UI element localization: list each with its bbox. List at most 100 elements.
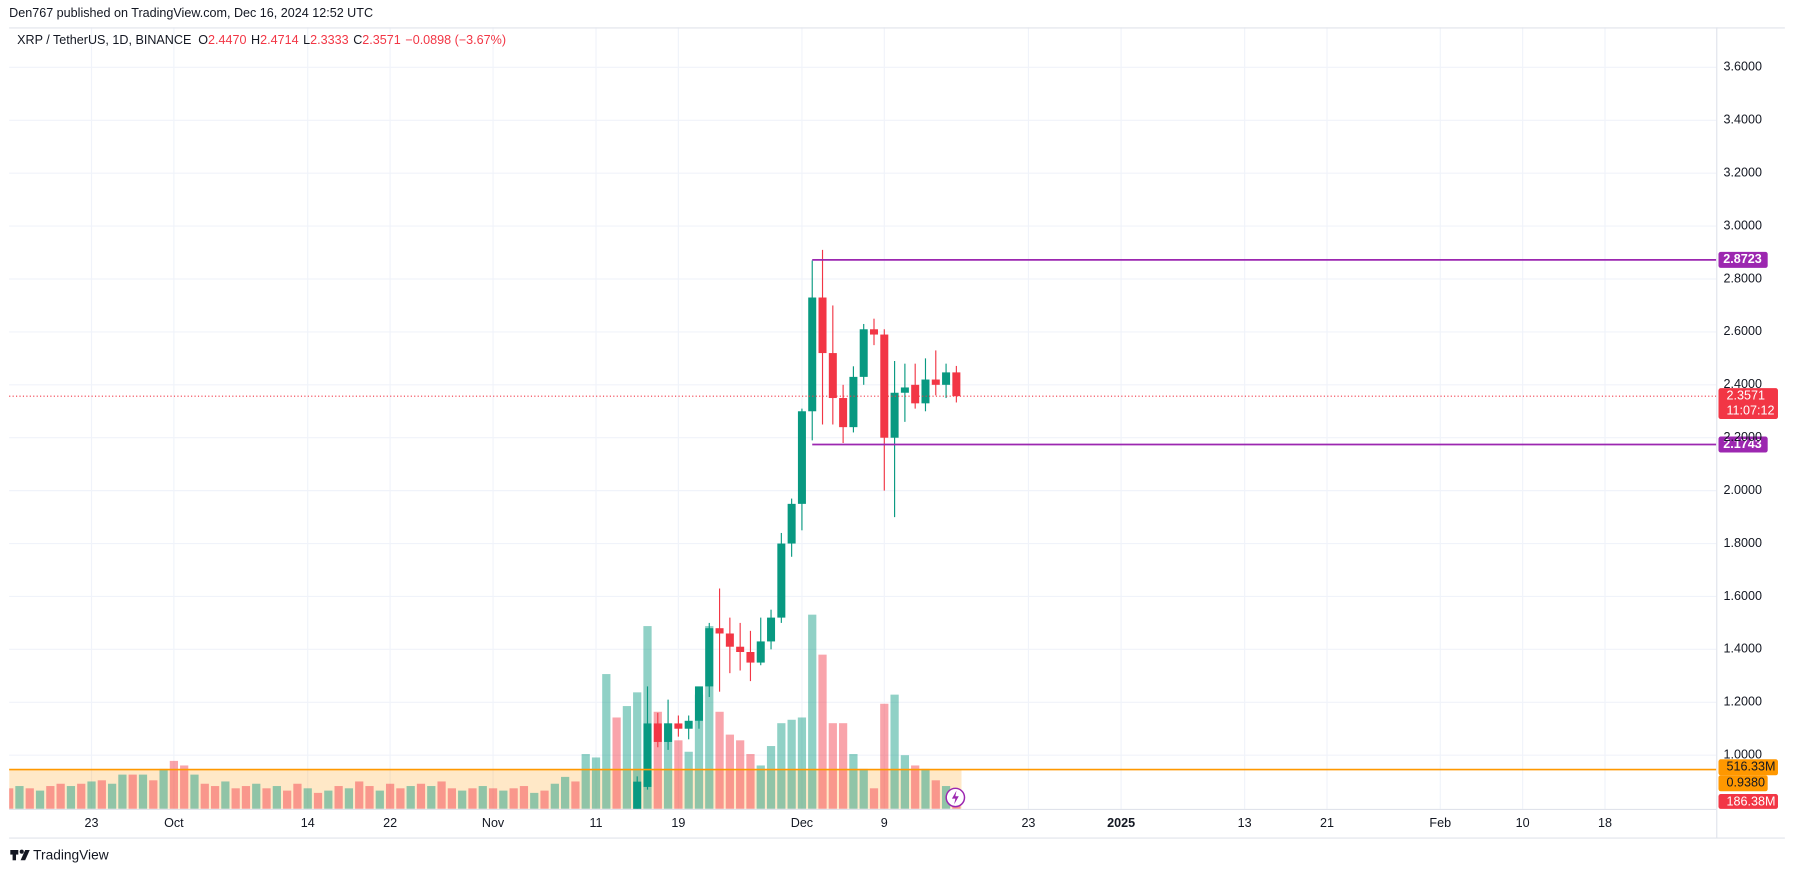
volume-bar [797,717,807,809]
ma-label-box [1718,759,1778,776]
volume-bar [653,711,662,809]
y-tick-label: 1.6000 [1723,589,1761,603]
volume-bar [663,723,673,809]
volume-bar [66,786,76,809]
volume-bar [190,774,199,809]
volume-bar [169,760,179,809]
volume-bar [283,790,292,809]
last-volume-label: 186.38M [1726,794,1775,808]
volume-bar [622,706,632,809]
volume-bar [746,754,755,809]
x-tick-label: Nov [482,816,505,830]
volume-bar [447,788,456,809]
volume-bar [674,740,683,809]
candle-body [828,353,837,399]
candle-body [900,387,909,393]
volume-bar [808,614,817,809]
volume-bar [478,786,487,809]
volume-bar [427,786,436,809]
candle-body [869,329,879,335]
last-price-box [1718,388,1778,420]
last-volume-box [1718,794,1778,809]
volume-bar [880,703,889,809]
volume-bar [138,774,148,809]
candle-body [911,384,920,404]
volume-bar [766,746,776,809]
x-tick-label: 21 [1320,816,1334,830]
volume-bar [355,781,364,809]
volume-bar [849,754,858,809]
volume-bar [252,783,261,809]
brand: TradingView [33,847,109,862]
countdown: 11:07:12 [1726,403,1774,417]
y-tick-label: 3.6000 [1723,60,1761,74]
volume-bar [591,757,601,809]
volume-bar [488,788,498,809]
volume-bar [262,788,271,809]
volume-bar [241,786,251,809]
candle-body [808,297,817,412]
volume-bar [200,783,209,809]
candle-body [767,617,776,642]
last-price-label: 2.3571 [1726,388,1764,402]
y-tick-label: 2.4000 [1723,377,1761,391]
volume-bar [530,792,539,809]
price-pane [633,249,961,809]
candle-body [694,686,703,721]
volume-bar [324,790,333,809]
volume-bar [694,694,704,809]
symbol: XRP / TetherUS, 1D, BINANCE [17,33,191,47]
y-tick-label: 1.8000 [1723,536,1761,550]
volume-bar [149,780,158,809]
volume-bar [705,626,714,809]
volume-bar [416,783,426,809]
alert-icon[interactable] [945,787,966,808]
volume-bar [725,734,734,809]
x-tick-label: Oct [164,816,184,830]
volume-bar [107,783,117,809]
change: −0.0898 (−3.67%) [405,33,506,47]
volume-bar [921,768,930,809]
x-tick-label: 23 [85,816,99,830]
y-tick-label: 1.2000 [1723,695,1761,709]
volume-bar [818,654,827,809]
candle-body [725,633,734,647]
volume-ma-area [9,769,962,809]
h-key: H [251,33,260,47]
candle-body [684,720,693,729]
x-tick-label: 2025 [1107,816,1135,830]
volume-bar [859,768,868,809]
volume-bar [911,765,920,809]
candle-body [756,641,765,663]
y-tick-label: 3.2000 [1723,166,1761,180]
volume-bar [931,780,940,809]
volume-bar [519,786,529,809]
volume-bar [334,786,343,809]
level-label-box [1718,436,1768,453]
volume-bar [56,783,65,809]
l-key: L [303,33,310,47]
volume-bar [210,786,220,809]
candle-body [777,543,786,618]
candle-body [674,723,683,729]
o-val: 2.4470 [208,33,246,47]
volume-bar [715,711,724,809]
y-tick-label: 3.0000 [1723,218,1761,232]
ma-label: 516.33M [1726,760,1775,774]
volume-bar [561,776,570,809]
volume-bar [344,788,354,809]
volume-bar [365,786,374,809]
volume-bar [77,783,86,809]
candle-body [931,379,940,385]
volume-bar [375,790,384,809]
y-tick-label: 1.4000 [1723,642,1761,656]
volume-bar [468,788,477,809]
candle-body [818,297,827,354]
volume-bar [406,786,415,809]
volume-bar [869,788,879,809]
brand-logo [10,849,30,861]
volume-bar [87,781,96,809]
candle-body [880,334,889,438]
candle-body [705,628,714,687]
